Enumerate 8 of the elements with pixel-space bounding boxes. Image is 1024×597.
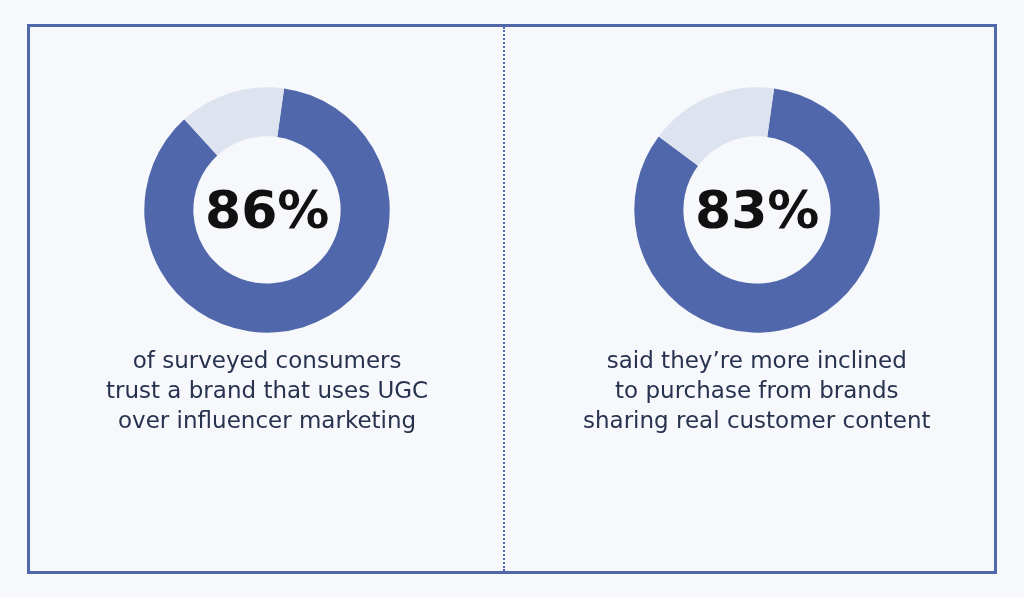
donut-slice [184, 87, 285, 156]
text: said they’re more inclined to purchase from brands sharing real customer content [583, 347, 931, 433]
text: 86% [205, 180, 330, 240]
donut-slice [634, 88, 880, 333]
donut-slice [144, 88, 390, 333]
text: of surveyed consumers trust a brand that uses UGC over influencer marketing [106, 347, 429, 433]
donut-slice [658, 87, 775, 166]
text: 83% [695, 180, 820, 240]
